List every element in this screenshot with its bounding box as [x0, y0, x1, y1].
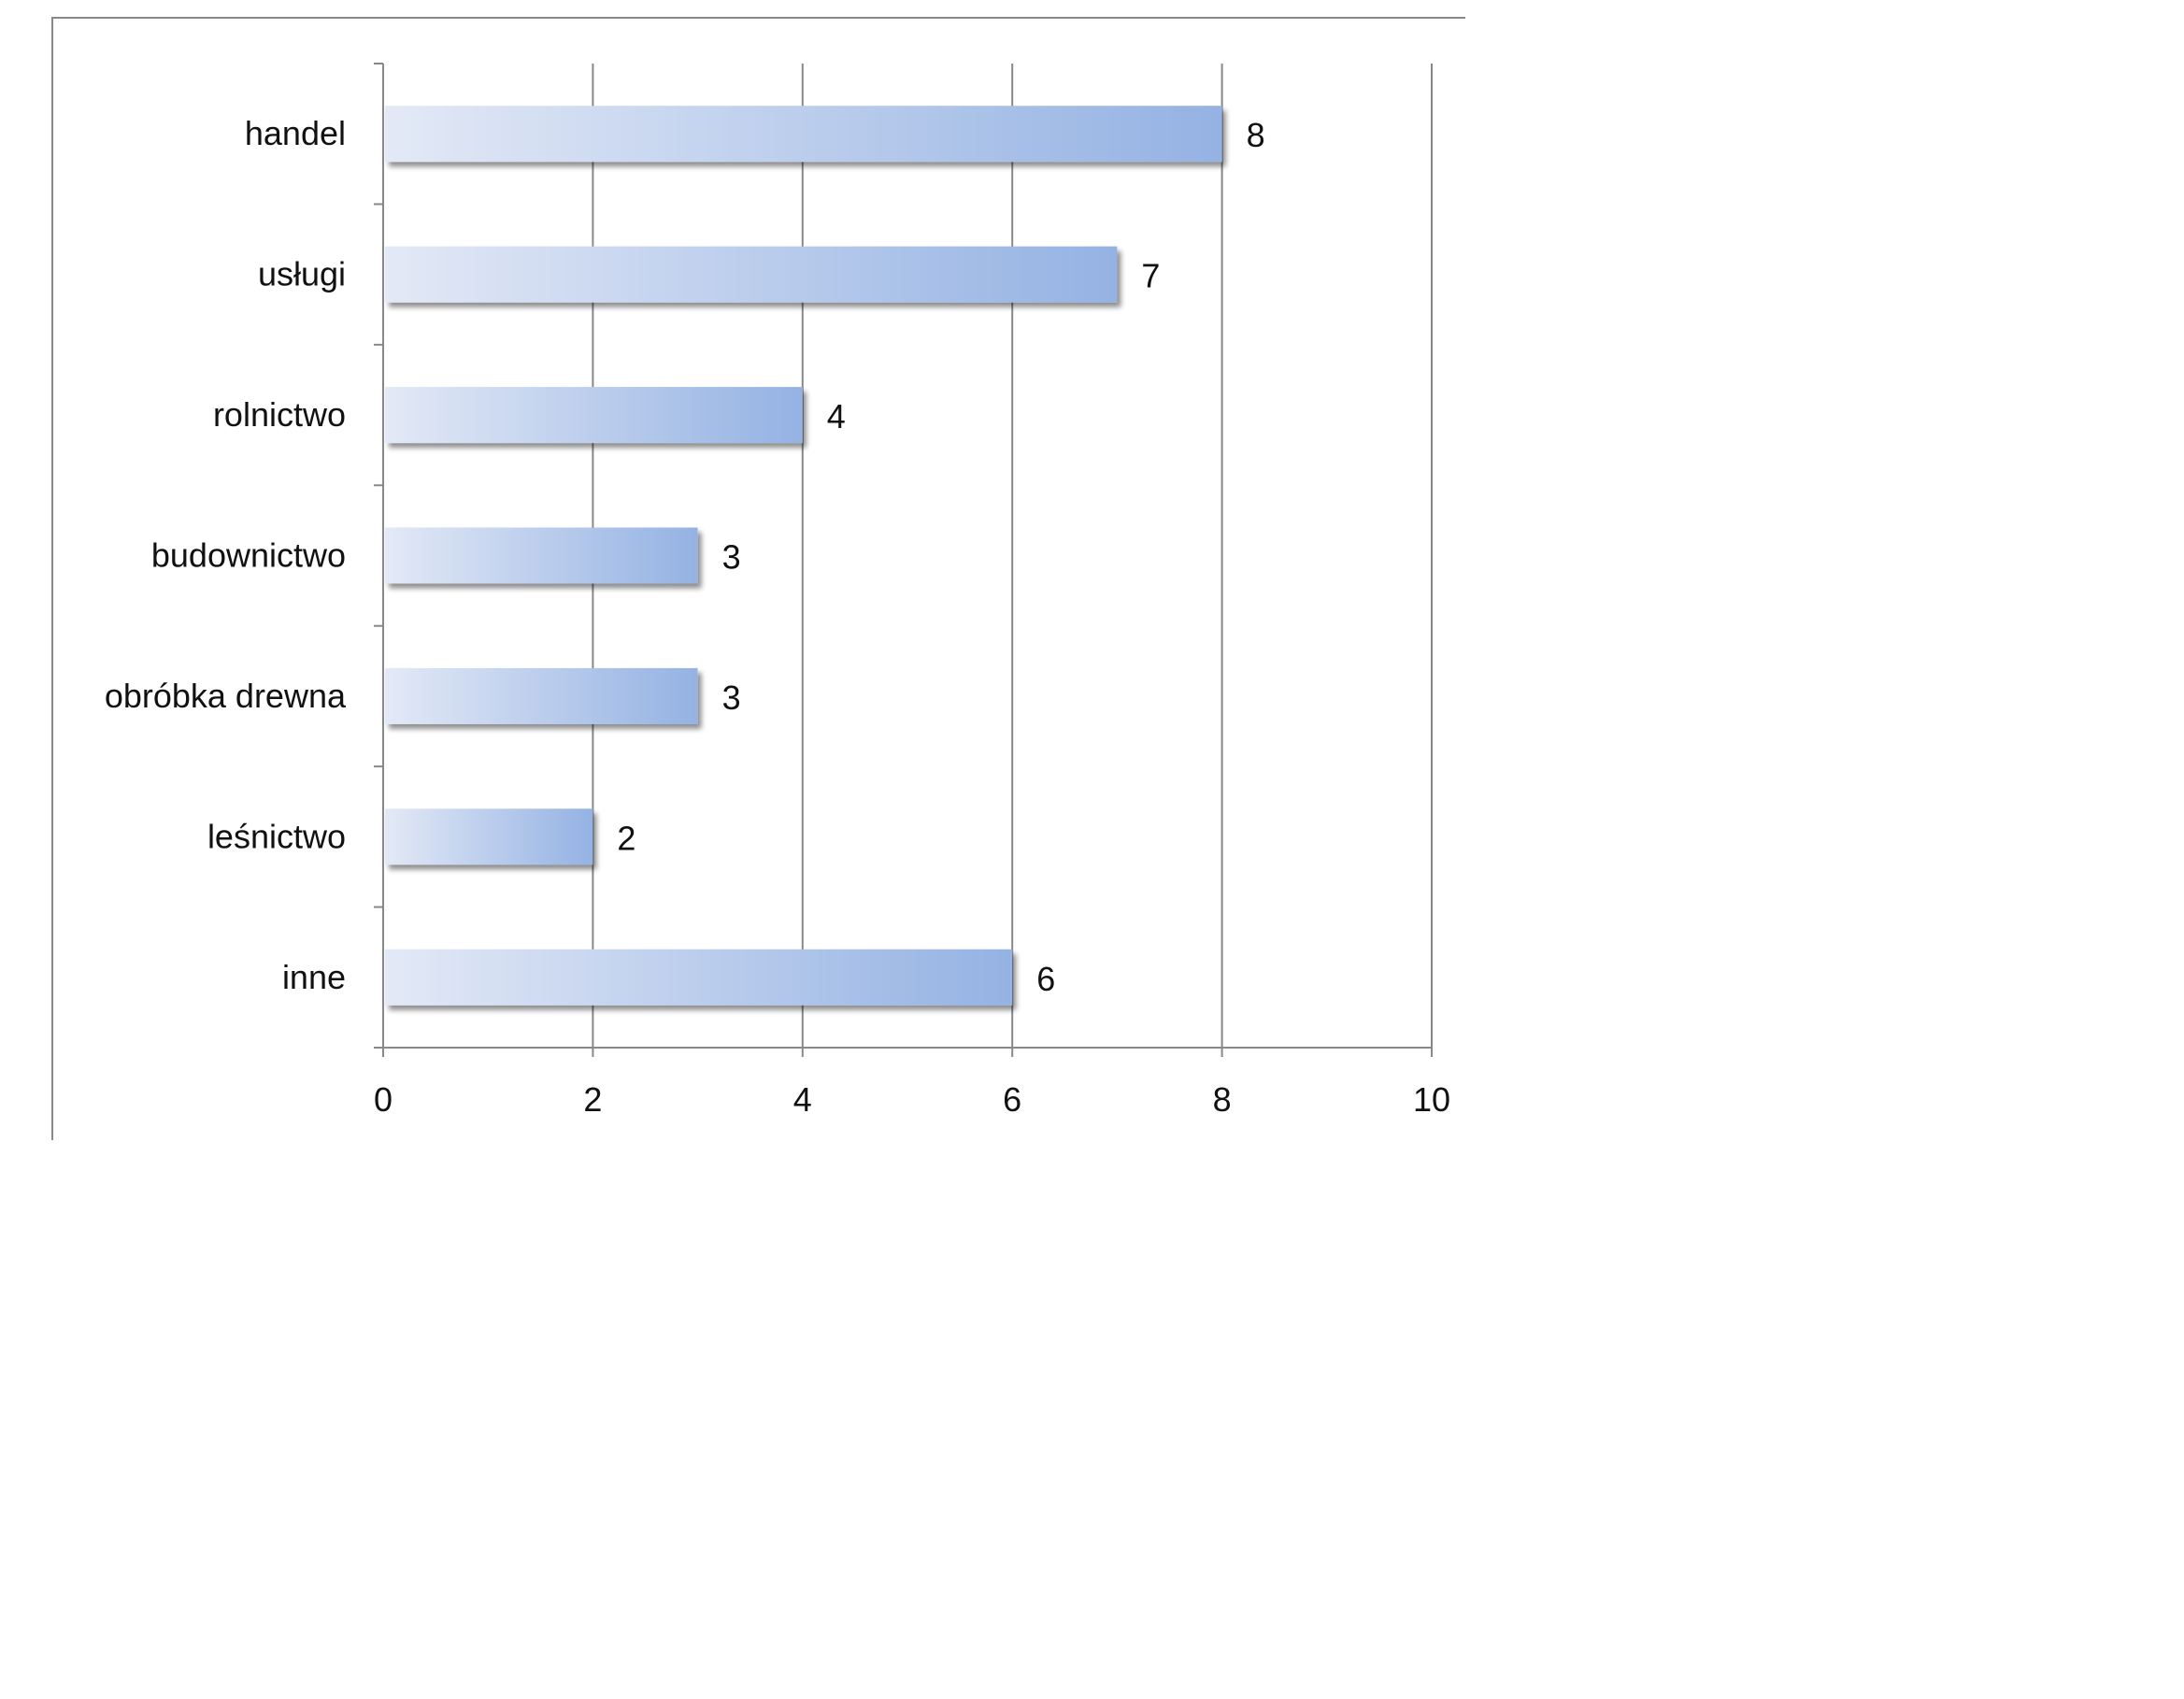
x-tick-label: 10	[1413, 1080, 1450, 1119]
bars	[385, 106, 1222, 1006]
chart-container: 0 2 4 6 8 10 handel 8 usługi 7 rolnictwo 4 budownict…	[0, 0, 1465, 1140]
category-label: leśnictwo	[207, 817, 346, 855]
bar-chart: 0 2 4 6 8 10 handel 8 usługi 7 rolnictwo 4 budownict…	[51, 17, 1465, 1140]
x-tick-label: 0	[374, 1080, 393, 1119]
bar	[385, 246, 1118, 303]
data-label: 7	[1141, 257, 1160, 295]
bar	[385, 949, 1013, 1006]
data-label: 6	[1036, 960, 1055, 998]
data-label: 3	[722, 678, 741, 717]
bar	[385, 527, 698, 584]
gridlines	[592, 64, 1433, 1048]
x-tick-label: 4	[793, 1080, 812, 1119]
data-label: 8	[1247, 116, 1265, 154]
data-label: 2	[617, 819, 635, 857]
x-tick-label: 6	[1003, 1080, 1021, 1119]
bar	[385, 387, 803, 444]
category-label: obróbka drewna	[105, 677, 347, 715]
chart-frame	[51, 17, 1465, 1140]
bar	[385, 106, 1222, 163]
data-label: 3	[722, 538, 741, 577]
data-label: 4	[827, 397, 846, 435]
x-tick-label: 2	[583, 1080, 602, 1119]
bar	[385, 808, 593, 865]
category-label: handel	[245, 114, 346, 152]
category-label: usługi	[258, 255, 346, 293]
category-label: budownictwo	[151, 536, 346, 575]
bar	[385, 667, 698, 724]
x-tick-label: 8	[1213, 1080, 1232, 1119]
labels: 0 2 4 6 8 10 handel 8 usługi 7 rolnictwo 4 budownict…	[105, 114, 1450, 1119]
category-label: rolnictwo	[213, 395, 346, 434]
category-label: inne	[282, 958, 346, 996]
axes	[374, 63, 1433, 1057]
